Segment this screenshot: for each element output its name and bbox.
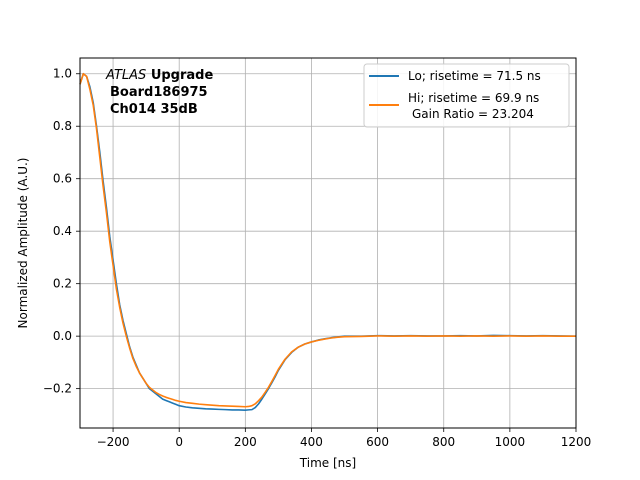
y-axis-label: Normalized Amplitude (A.U.) bbox=[16, 158, 30, 329]
x-tick-label: 0 bbox=[175, 435, 183, 449]
series-layer bbox=[79, 72, 577, 411]
atlas-annotation: ATLAS Upgrade Board186975 Ch014 35dB bbox=[105, 68, 213, 117]
y-tick-label: −0.2 bbox=[43, 382, 72, 396]
x-axis-label: Time [ns] bbox=[299, 456, 356, 470]
x-tick-label: 1200 bbox=[561, 435, 592, 449]
x-tick-label: 400 bbox=[300, 435, 323, 449]
annotation-board: Board186975 bbox=[110, 85, 208, 100]
annotation-upgrade: Upgrade bbox=[151, 68, 214, 83]
legend-label-lo: Lo; risetime = 71.5 ns bbox=[408, 69, 541, 83]
y-tick-label: 0.0 bbox=[53, 329, 72, 343]
y-tick-label: 0.4 bbox=[53, 224, 72, 238]
x-tick-label: 800 bbox=[432, 435, 455, 449]
x-tick-label: 600 bbox=[366, 435, 389, 449]
legend-box bbox=[363, 63, 570, 128]
series-line-hi bbox=[79, 72, 576, 408]
x-tick-label: −200 bbox=[97, 435, 130, 449]
y-tick-label: 0.6 bbox=[53, 172, 72, 186]
legend-label-gain-ratio: Gain Ratio = 23.204 bbox=[412, 107, 534, 121]
y-tick-label: 0.8 bbox=[53, 119, 72, 133]
y-tick-label: 0.2 bbox=[53, 277, 72, 291]
x-tick-label: 200 bbox=[234, 435, 257, 449]
y-tick-label: 1.0 bbox=[53, 67, 72, 81]
annotation-channel: Ch014 35dB bbox=[110, 102, 198, 117]
annotation-atlas: ATLAS bbox=[105, 68, 146, 83]
ticks: −200 0 200 400 600 800 1000 1200 −0.2 0.0 0.2 0.4 0.… bbox=[43, 67, 591, 449]
plot-frame bbox=[79, 57, 577, 429]
x-tick-label: 1000 bbox=[495, 435, 526, 449]
legend-label-hi: Hi; risetime = 69.9 ns bbox=[408, 91, 539, 105]
legend: Lo; risetime = 71.5 ns Hi; risetime = 69… bbox=[363, 63, 570, 128]
annotation-line-1: ATLAS Upgrade bbox=[105, 68, 213, 83]
